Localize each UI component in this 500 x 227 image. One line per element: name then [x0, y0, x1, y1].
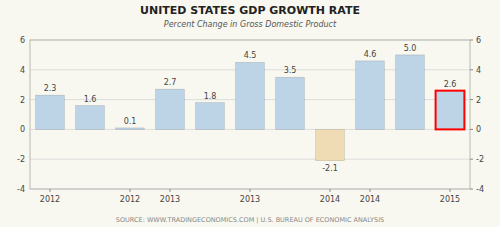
y2-tick — [470, 40, 473, 41]
data-label: 3.5 — [284, 66, 297, 75]
x-tick — [170, 189, 171, 192]
x-tick — [450, 189, 451, 192]
x-tick-label: 2012 — [40, 195, 60, 204]
y-tick-label: -2 — [17, 155, 25, 164]
bar — [316, 129, 345, 160]
y2-tick-label: -4 — [476, 185, 484, 194]
y2-tick — [470, 129, 473, 130]
y2-tick-label: 0 — [476, 125, 481, 134]
bar — [36, 95, 65, 129]
x-tick-label: 2014 — [320, 195, 340, 204]
data-label: 0.1 — [124, 117, 137, 126]
y2-tick — [470, 159, 473, 160]
y2-tick — [470, 99, 473, 100]
y-tick-label: 6 — [20, 36, 25, 45]
data-label: 5.0 — [404, 44, 417, 53]
y-tick-label: 2 — [20, 96, 25, 105]
x-tick — [330, 189, 331, 192]
source-note: SOURCE: WWW.TRADINGECONOMICS.COM | U.S. … — [116, 216, 384, 224]
data-label: 4.5 — [244, 51, 257, 60]
data-label: -2.1 — [322, 164, 338, 173]
bar — [116, 128, 145, 129]
data-label: 2.6 — [444, 80, 457, 89]
chart: UNITED STATES GDP GROWTH RATE Percent Cha… — [0, 0, 500, 227]
title: UNITED STATES GDP GROWTH RATE — [140, 4, 360, 17]
y2-tick-label: 2 — [476, 96, 481, 105]
y2-tick-label: 6 — [476, 36, 481, 45]
y2-tick — [470, 69, 473, 70]
y-tick-label: -4 — [17, 185, 25, 194]
bar — [156, 89, 185, 129]
data-label: 2.3 — [44, 84, 57, 93]
x-tick — [250, 189, 251, 192]
data-label: 1.8 — [204, 92, 217, 101]
y2-tick-label: -2 — [476, 155, 484, 164]
bar — [276, 77, 305, 129]
x-tick-label: 2015 — [440, 195, 460, 204]
subtitle: Percent Change in Gross Domestic Product — [164, 20, 337, 29]
x-tick-label: 2013 — [160, 195, 180, 204]
x-tick — [50, 189, 51, 192]
bar — [396, 55, 425, 129]
y-tick-label: 0 — [20, 125, 25, 134]
x-tick — [370, 189, 371, 192]
bar — [236, 62, 265, 129]
x-tick — [130, 189, 131, 192]
y-tick-label: 4 — [20, 66, 25, 75]
bar — [196, 103, 225, 130]
data-label: 2.7 — [164, 78, 177, 87]
y2-tick — [470, 189, 473, 190]
y2-tick-label: 4 — [476, 66, 481, 75]
grid-line — [30, 159, 470, 160]
x-tick-label: 2013 — [240, 195, 260, 204]
bar — [436, 91, 465, 130]
bars — [36, 55, 465, 161]
x-tick-label: 2014 — [360, 195, 380, 204]
x-tick-label: 2012 — [120, 195, 140, 204]
plot-frame — [30, 40, 470, 189]
data-label: 4.6 — [364, 50, 377, 59]
bar — [76, 106, 105, 130]
bar — [356, 61, 385, 130]
data-label: 1.6 — [84, 95, 97, 104]
